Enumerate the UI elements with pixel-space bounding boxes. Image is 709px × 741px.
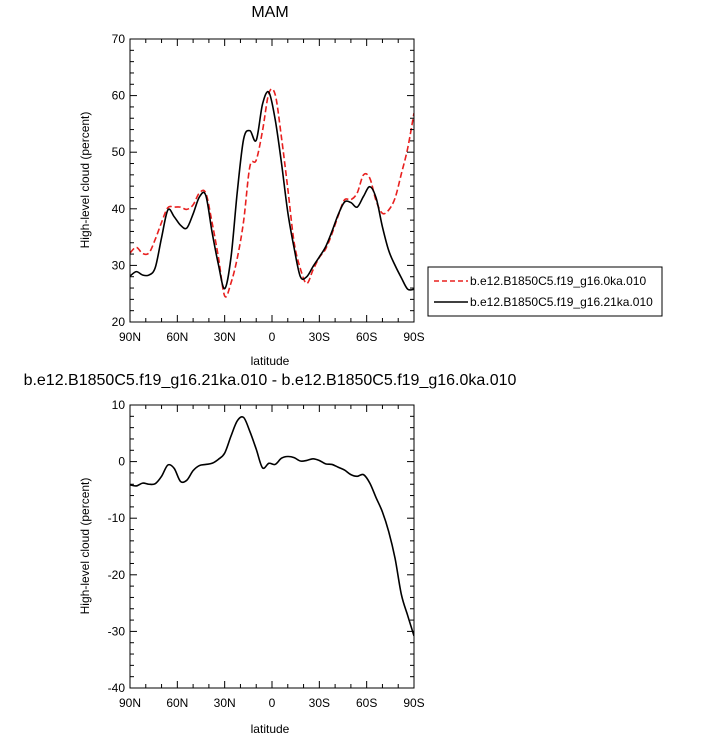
top-x-tick-label: 90N	[119, 330, 141, 344]
bottom-x-tick-label: 0	[269, 696, 276, 710]
bottom-y-tick-label: -40	[108, 681, 126, 695]
bottom-x-tick-label: 90S	[403, 696, 424, 710]
bottom-chart-title: b.e12.B1850C5.f19_g16.21ka.010 - b.e12.B…	[24, 372, 517, 389]
top-x-tick-label: 0	[269, 330, 276, 344]
top-x-tick-label: 30N	[214, 330, 236, 344]
top-y-tick-label: 50	[112, 145, 126, 159]
bottom-x-tick-label: 90N	[119, 696, 141, 710]
top-x-tick-label: 90S	[403, 330, 424, 344]
bottom-y-tick-label: -10	[108, 511, 126, 525]
bottom-series-0-line	[130, 415, 414, 637]
legend-label-21ka: b.e12.B1850C5.f19_g16.21ka.010	[470, 295, 653, 309]
top-y-tick-label: 40	[112, 202, 126, 216]
bottom-y-tick-label: 10	[112, 398, 126, 412]
legend-label-0ka: b.e12.B1850C5.f19_g16.0ka.010	[470, 274, 646, 288]
top-x-tick-label: 30S	[309, 330, 330, 344]
bottom-x-tick-label: 30S	[309, 696, 330, 710]
top-y-axis-label: High-level cloud (percent)	[78, 112, 92, 249]
top-y-tick-label: 70	[112, 32, 126, 46]
top-series-0-line	[130, 88, 414, 298]
bottom-line-chart: 90N 60N 30N 0 30S 60S 90S -40 -30 -20 -10 0 10	[108, 398, 425, 710]
top-series-1-line	[130, 90, 414, 291]
top-x-axis-label: latitude	[251, 354, 290, 368]
bottom-x-tick-label: 60S	[356, 696, 377, 710]
legend-box	[427, 266, 663, 317]
legend: b.e12.B1850C5.f19_g16.0ka.010 b.e12.B185…	[427, 266, 663, 317]
top-y-tick-label: 20	[112, 315, 126, 329]
bottom-y-tick-label: -30	[108, 624, 126, 638]
bottom-plot-frame	[129, 404, 415, 689]
bottom-y-tick-label: 0	[118, 455, 125, 469]
top-line-chart: 90N 60N 30N 0 30S 60S 90S 20 30 40 50 60 70	[112, 32, 425, 344]
bottom-x-tick-label: 60N	[166, 696, 188, 710]
top-x-tick-label: 60S	[356, 330, 377, 344]
bottom-x-tick-label: 30N	[214, 696, 236, 710]
top-x-tick-label: 60N	[166, 330, 188, 344]
bottom-y-axis-label: High-level cloud (percent)	[78, 478, 92, 615]
top-y-tick-label: 60	[112, 89, 126, 103]
bottom-y-tick-label: -20	[108, 568, 126, 582]
top-chart-title: MAM	[251, 4, 288, 21]
bottom-x-axis-label: latitude	[251, 722, 290, 736]
top-y-tick-label: 30	[112, 258, 126, 272]
